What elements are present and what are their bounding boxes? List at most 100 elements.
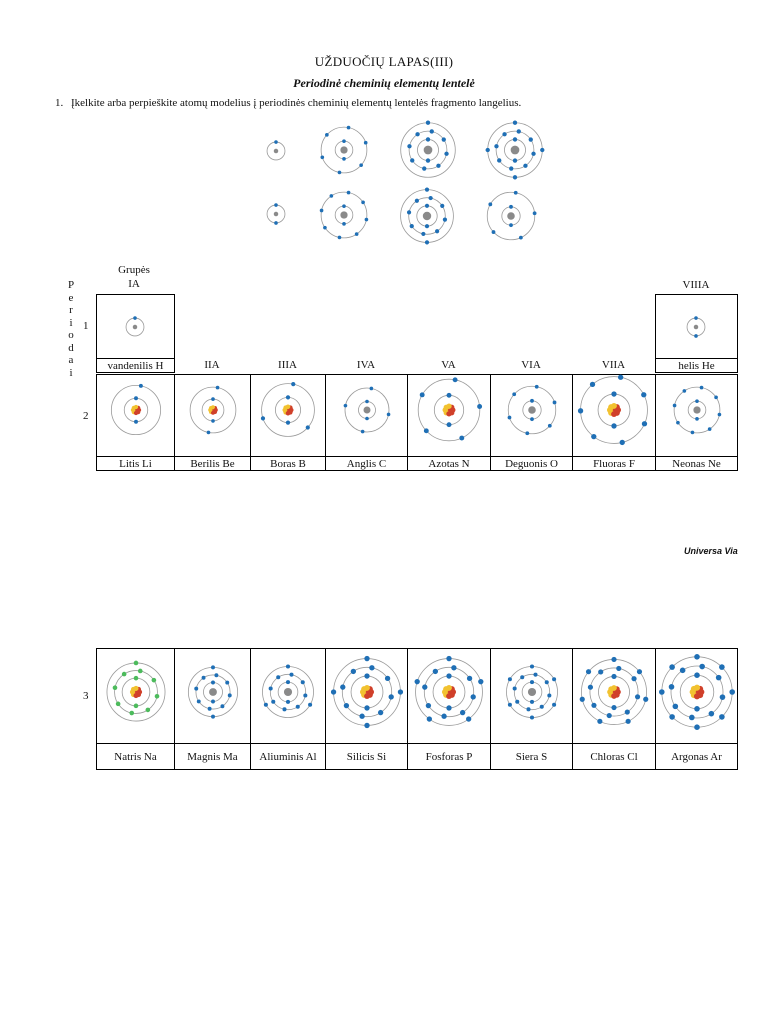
electron [274, 221, 278, 225]
draggable-atom-model[interactable] [318, 189, 370, 241]
element-label: Silicis Si [325, 743, 408, 770]
draggable-atom-model[interactable] [397, 119, 459, 181]
task-number: 1. [55, 97, 64, 109]
element-cell-h[interactable] [96, 294, 175, 359]
electron [513, 190, 518, 195]
electron [679, 667, 685, 674]
electron [364, 416, 369, 421]
atom-model[interactable] [576, 372, 652, 448]
electron [210, 680, 215, 685]
period-number: 2 [83, 410, 89, 422]
electron [364, 217, 369, 222]
electron [193, 686, 198, 691]
electron [276, 675, 281, 680]
electron [465, 716, 472, 722]
electron [668, 684, 674, 690]
electron [285, 699, 291, 704]
electron [514, 699, 519, 704]
page-subtitle: Periodinė cheminių elementų lentelė [293, 76, 475, 90]
electron [138, 383, 143, 388]
atom-model[interactable] [505, 383, 559, 437]
draggable-atom-model[interactable] [260, 135, 292, 167]
atom-model[interactable] [414, 375, 484, 445]
electron [675, 420, 680, 425]
electron [112, 685, 117, 691]
element-cell[interactable] [96, 374, 175, 457]
draggable-atom-model[interactable] [318, 124, 370, 176]
atom-model[interactable] [657, 652, 737, 732]
electron [295, 704, 300, 709]
electron [406, 210, 412, 215]
atom-model[interactable] [258, 380, 318, 440]
atom-model[interactable] [103, 659, 169, 725]
nucleus [607, 685, 621, 699]
electron [308, 702, 313, 707]
electron [619, 439, 625, 446]
electron [428, 195, 433, 201]
electron [525, 707, 531, 712]
electron [343, 702, 349, 709]
element-cell-he[interactable] [655, 294, 738, 359]
electron [446, 673, 452, 679]
electron [477, 404, 483, 409]
atom-model[interactable] [108, 382, 164, 438]
nucleus [692, 406, 701, 414]
electron [210, 419, 215, 423]
electron [682, 389, 686, 393]
atom-model[interactable] [259, 663, 317, 721]
electron [358, 713, 365, 719]
element-label: Azotas N [407, 456, 491, 471]
electron [728, 689, 735, 695]
atom-model[interactable] [185, 664, 241, 720]
electron [354, 232, 359, 236]
draggable-atom-model[interactable] [260, 198, 292, 230]
atom-model[interactable] [671, 384, 723, 436]
electron [210, 714, 215, 719]
electron [577, 408, 584, 414]
electron [115, 701, 120, 707]
electron [551, 702, 556, 707]
element-label: Litis Li [96, 456, 175, 471]
electron [425, 158, 431, 163]
electron [432, 668, 439, 675]
periods-letter: P [67, 279, 75, 291]
electron [386, 412, 390, 417]
electron [361, 200, 365, 205]
electron [425, 702, 432, 709]
element-label: Chloras Cl [572, 743, 656, 770]
element-label: Natris Na [96, 743, 175, 770]
element-cell[interactable] [174, 374, 251, 457]
electron [268, 686, 273, 691]
electron [201, 675, 206, 680]
electron [589, 381, 596, 388]
electron [512, 137, 518, 142]
atom-model[interactable] [503, 663, 561, 721]
atom-model-hydrogen[interactable] [119, 311, 151, 343]
nucleus [423, 145, 433, 155]
electron [507, 415, 511, 420]
draggable-atom-model[interactable] [397, 186, 457, 246]
atom-model[interactable] [187, 384, 239, 436]
atom-model[interactable] [577, 655, 651, 729]
group-label: VIIIA [682, 279, 710, 291]
nucleus [689, 684, 704, 700]
atom-model[interactable] [342, 385, 392, 435]
electron [350, 668, 356, 675]
electron [497, 158, 502, 163]
draggable-atom-model[interactable] [484, 189, 538, 243]
electron [507, 702, 512, 707]
electron [611, 673, 617, 680]
electron [693, 654, 700, 660]
periods-letter: d [68, 341, 74, 354]
electron [206, 430, 210, 435]
electron [446, 422, 452, 428]
atom-model[interactable] [329, 654, 405, 730]
atom-model-helium[interactable] [680, 311, 712, 343]
atom-model[interactable] [411, 654, 487, 730]
element-label: Deguonis O [490, 456, 573, 471]
nucleus [282, 404, 294, 416]
draggable-atom-model[interactable] [484, 119, 546, 181]
electron [451, 665, 457, 671]
electron [591, 702, 597, 708]
element-label: Siera S [490, 743, 573, 770]
